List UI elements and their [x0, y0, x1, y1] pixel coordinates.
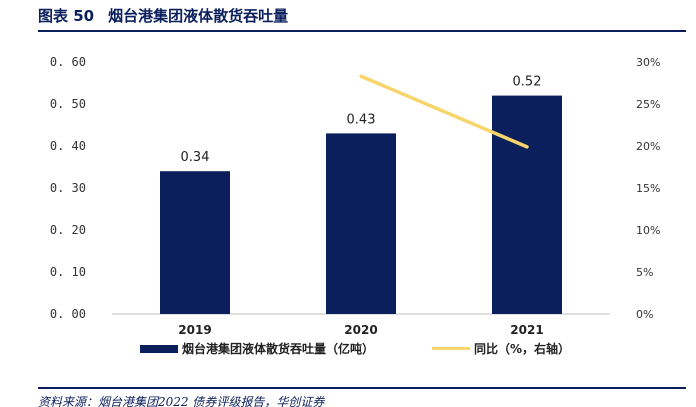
y-left-tick-label: 0. 30	[50, 181, 86, 195]
y-right-tick-label: 5%	[636, 266, 653, 279]
figure-title-text: 烟台港集团液体散货吞吐量	[108, 7, 289, 25]
x-tick-label: 2021	[510, 323, 543, 337]
legend-bar-swatch	[140, 344, 178, 353]
title-divider	[38, 30, 686, 32]
figure-title: 图表 50 烟台港集团液体散货吞吐量	[38, 5, 288, 26]
y-left-tick-label: 0. 50	[50, 97, 86, 111]
bar	[160, 171, 230, 314]
y-left-tick-label: 0. 00	[50, 307, 86, 321]
source-divider	[38, 387, 686, 389]
y-right-tick-label: 25%	[636, 98, 660, 111]
legend: 烟台港集团液体散货吞吐量（亿吨） 同比（%，右轴）	[140, 340, 570, 357]
x-tick-label: 2019	[178, 323, 211, 337]
y-left-tick-label: 0. 20	[50, 223, 86, 237]
bar	[326, 133, 396, 314]
bar-data-label: 0.34	[181, 150, 210, 165]
legend-line-label: 同比（%，右轴）	[474, 342, 571, 356]
y-left-tick-label: 0. 60	[50, 55, 86, 69]
bar-data-label: 0.43	[347, 112, 376, 127]
bar	[492, 95, 562, 314]
y-right-tick-label: 10%	[636, 224, 660, 237]
y-right-tick-label: 0%	[636, 308, 653, 321]
legend-bar-label: 烟台港集团液体散货吞吐量（亿吨）	[182, 342, 375, 356]
legend-line-swatch	[432, 347, 471, 350]
bar-data-label: 0.52	[513, 75, 542, 90]
source-note: 资料来源：烟台港集团2022 债券评级报告，华创证券	[38, 395, 325, 407]
figure-label: 图表 50	[38, 7, 95, 25]
y-right-tick-label: 15%	[636, 182, 660, 195]
y-left-tick-label: 0. 10	[50, 265, 86, 279]
yoy-line	[359, 74, 529, 149]
y-right-tick-label: 30%	[636, 56, 660, 69]
y-left-tick-label: 0. 40	[50, 139, 86, 153]
x-tick-label: 2020	[344, 323, 377, 337]
y-right-tick-label: 20%	[636, 140, 660, 153]
